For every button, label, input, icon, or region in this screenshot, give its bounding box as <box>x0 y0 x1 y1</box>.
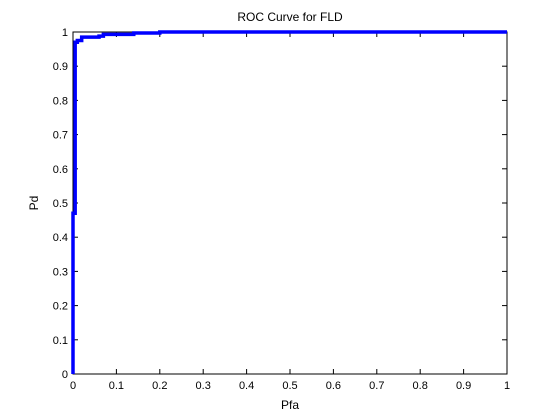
y-tick-label: 1 <box>62 27 68 39</box>
x-tick-label: 0.4 <box>239 380 254 392</box>
y-tick-label: 0.7 <box>53 130 68 142</box>
roc-curve-line <box>71 30 507 374</box>
x-tick-label: 0.9 <box>456 380 471 392</box>
chart-title: ROC Curve for FLD <box>237 10 343 24</box>
x-tick-label: 1 <box>504 380 510 392</box>
x-tick-label: 0.7 <box>369 380 384 392</box>
x-tick-label: 0.8 <box>413 380 428 392</box>
axis-ticks: 0 0.1 0.2 0.3 0.4 0.5 0.6 0.7 0.8 0.9 1 0 0.1 0.2 0.3 0… <box>53 27 510 392</box>
x-tick-label: 0 <box>70 380 76 392</box>
y-tick-label: 0.4 <box>53 232 68 244</box>
y-tick-label: 0.2 <box>53 301 68 313</box>
y-tick-label: 0.6 <box>53 164 68 176</box>
y-tick-label: 0.3 <box>53 266 68 278</box>
x-tick-label: 0.1 <box>109 380 124 392</box>
x-tick-label: 0.3 <box>196 380 211 392</box>
y-tick-label: 0.1 <box>53 335 68 347</box>
series-layer <box>71 30 507 374</box>
y-tick-label: 0.5 <box>53 198 68 210</box>
y-tick-label: 0.9 <box>53 61 68 73</box>
x-axis-label: Pfa <box>281 398 299 412</box>
x-tick-label: 0.6 <box>326 380 341 392</box>
y-tick-label: 0 <box>62 369 68 381</box>
y-tick-label: 0.8 <box>53 95 68 107</box>
x-tick-label: 0.5 <box>282 380 297 392</box>
plot-area <box>72 31 508 375</box>
x-tick-label: 0.2 <box>152 380 167 392</box>
y-axis-label: Pd <box>27 196 41 211</box>
